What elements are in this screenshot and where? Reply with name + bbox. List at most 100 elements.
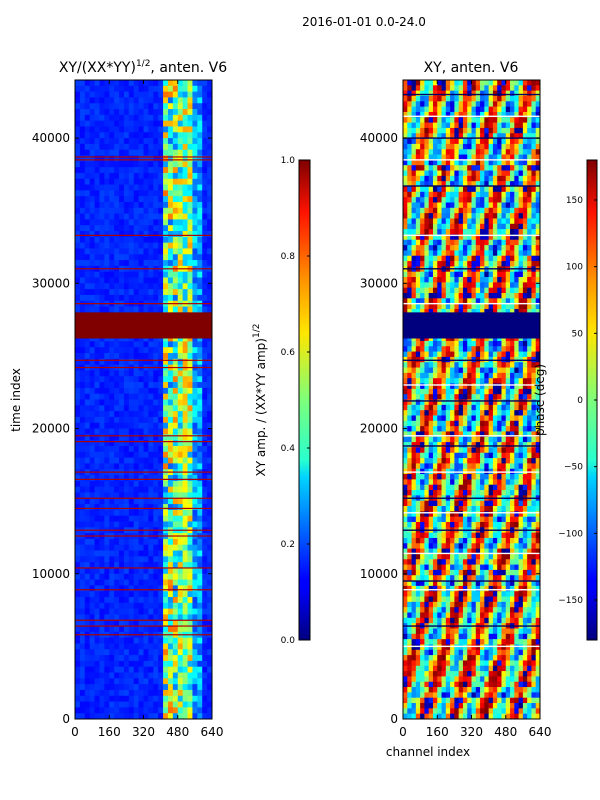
amp-cell [167, 672, 174, 679]
amp-cell [182, 353, 188, 360]
phase-cell [484, 165, 490, 171]
amp-cell [187, 504, 193, 511]
amp-cell [202, 353, 208, 360]
amp-cell [148, 614, 154, 621]
phase-cell [415, 159, 421, 166]
amp-cell [143, 167, 149, 174]
amp-cell [75, 393, 81, 400]
amp-cell [177, 335, 184, 342]
phase-cell [488, 372, 494, 379]
amp-cell [79, 248, 86, 255]
amp-cell [192, 97, 198, 104]
amp-cell [79, 608, 86, 615]
phase-cell [497, 367, 502, 374]
amp-cell [133, 387, 139, 395]
amp-cell [79, 550, 86, 557]
amp-cell [148, 143, 154, 151]
amp-cell [84, 643, 91, 650]
phase-cell [437, 202, 442, 209]
amp-cell [148, 626, 154, 633]
amp-cell [109, 556, 115, 563]
amp-cell [163, 225, 169, 232]
amp-cell [89, 655, 95, 662]
amp-cell [207, 341, 212, 348]
amp-cell [192, 382, 198, 389]
phase-cell [454, 138, 460, 145]
amp-cell [99, 515, 105, 522]
phase-cell [518, 372, 524, 379]
amp-cell [99, 393, 105, 400]
amp-cell [79, 225, 86, 232]
amp-cell [104, 353, 110, 360]
amp-cell [192, 109, 198, 116]
amp-cell [133, 416, 139, 424]
amp-cell [163, 370, 169, 377]
amp-cell [187, 701, 193, 708]
phase-cell [424, 346, 430, 352]
amp-cell [197, 219, 203, 226]
amp-cell [128, 504, 135, 511]
phase-cell [471, 245, 477, 251]
phase-cell [407, 293, 412, 299]
phase-cell [432, 186, 438, 193]
amp-cell [89, 143, 95, 151]
phase-cell [454, 170, 460, 177]
phase-cell [424, 298, 430, 305]
amp-cell [84, 567, 91, 575]
phase-cell [522, 127, 528, 134]
phase-cell [488, 191, 494, 198]
phase-cell [531, 90, 537, 97]
amp-cell [114, 695, 120, 702]
phase-cell [505, 207, 511, 214]
phase-cell [501, 106, 507, 113]
phase-cell [462, 122, 468, 129]
amp-cell [148, 637, 154, 644]
phase-cell [527, 277, 532, 283]
phase-cell [505, 362, 511, 368]
phase-cell [522, 303, 528, 310]
amp-flag-row [75, 567, 212, 569]
phase-cell [510, 90, 515, 97]
amp-cell [158, 678, 164, 685]
amp-cell [79, 103, 86, 110]
amp-cell [75, 236, 81, 244]
amp-cell [109, 289, 115, 296]
amp-cell [158, 85, 164, 93]
phase-cell [522, 159, 528, 166]
amp-cell [99, 649, 105, 656]
phase-cell [411, 165, 417, 171]
amp-cell [84, 684, 91, 691]
amp-cell [104, 277, 110, 284]
amp-cell [207, 149, 212, 156]
phase-cell [441, 362, 447, 368]
amp-cell [89, 167, 95, 174]
amp-cell [109, 306, 115, 313]
amp-cell [182, 225, 188, 232]
amp-cell [94, 405, 100, 412]
amp-cell [75, 114, 81, 122]
amp-cell [123, 492, 130, 499]
amp-cell [79, 695, 86, 702]
phase-cell [497, 90, 502, 97]
phase-cell [411, 303, 417, 310]
phase-cell [501, 271, 507, 278]
phase-cell [454, 293, 460, 299]
phase-cell [522, 165, 528, 171]
amp-cell [167, 85, 174, 93]
phase-cell [527, 186, 532, 193]
amp-cell [153, 358, 159, 366]
phase-cell [420, 149, 425, 155]
phase-cell [415, 111, 421, 118]
amp-cell [167, 294, 174, 302]
phase-cell [411, 298, 417, 305]
amp-cell [207, 579, 212, 586]
amp-cell [167, 637, 174, 644]
phase-cell [458, 106, 464, 113]
phase-cell [497, 143, 502, 150]
amp-cell [182, 132, 188, 139]
amp-cell [84, 289, 91, 296]
phase-cell [518, 181, 524, 187]
amp-cell [143, 155, 149, 162]
phase-cell [484, 255, 490, 262]
amp-cell [119, 149, 125, 156]
